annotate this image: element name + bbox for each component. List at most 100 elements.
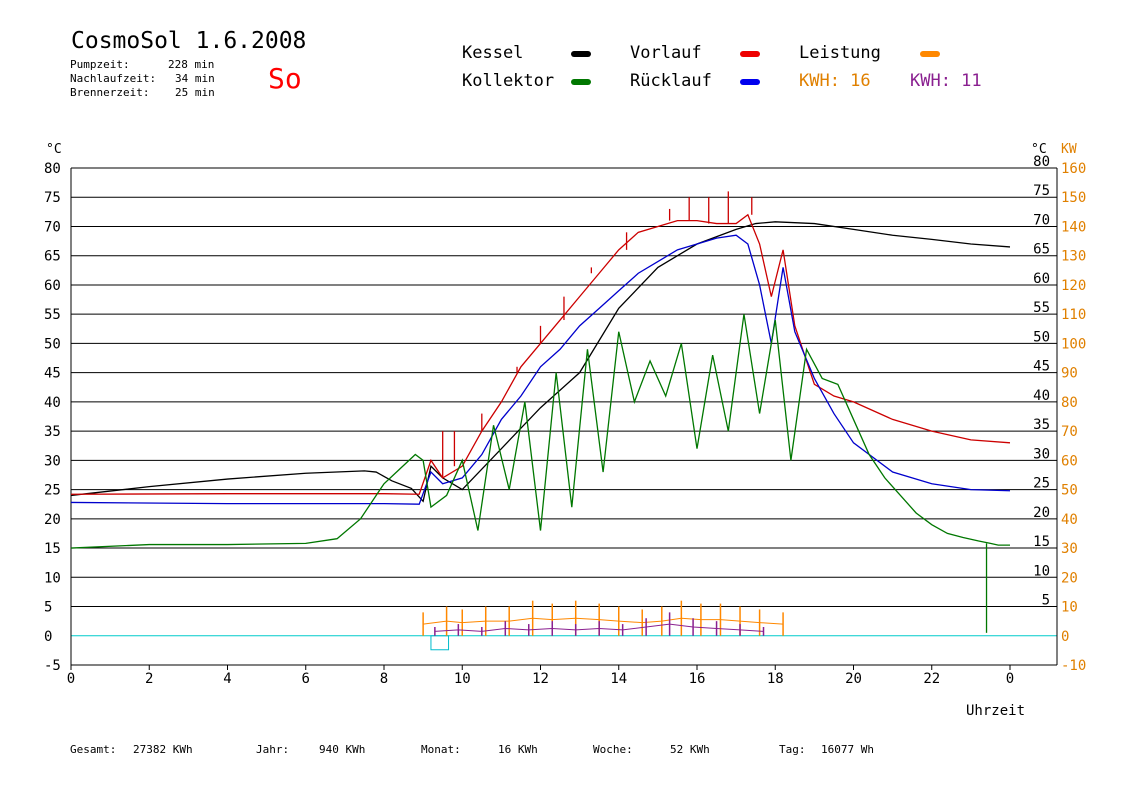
page-title: CosmoSol 1.6.2008 (71, 28, 307, 54)
y-tick-label-right: 60 (1033, 271, 1050, 287)
pumpzeit-value: 228 min (168, 58, 215, 71)
x-tick-label: 22 (923, 671, 940, 687)
pump-indicator (430, 635, 450, 651)
kw-tick-label: 80 (1061, 395, 1078, 411)
footer-woche-value: 52 KWh (670, 743, 710, 756)
legend-ruecklauf-swatch (740, 79, 760, 85)
kw-tick-label: 40 (1061, 512, 1078, 528)
kw-tick-label: 160 (1061, 161, 1086, 177)
y-tick-label-left: 70 (44, 219, 61, 235)
kw-tick-label: 100 (1061, 336, 1086, 352)
footer-monat-value: 16 KWh (498, 743, 538, 756)
kw-tick-label: 150 (1061, 190, 1086, 206)
weekday-label: So (268, 62, 302, 95)
y-tick-label-left: 55 (44, 307, 61, 323)
brennerzeit-label: Brennerzeit: (70, 86, 150, 99)
legend-ruecklauf-label: Rücklauf (630, 71, 712, 91)
x-tick-label: 20 (845, 671, 862, 687)
x-tick-label: 4 (223, 671, 231, 687)
chart-grid (71, 167, 1057, 637)
legend-kollektor-swatch (571, 79, 591, 85)
pumpzeit-label: Pumpzeit: (70, 58, 130, 71)
y-tick-label-left: 65 (44, 249, 61, 265)
chart-axes (70, 168, 1058, 670)
kw-tick-label: 140 (1061, 219, 1086, 235)
x-tick-label: 2 (145, 671, 153, 687)
y-tick-label-right: 70 (1033, 212, 1050, 228)
footer-tag-value: 16077 Wh (821, 743, 874, 756)
series-line (70, 221, 1011, 503)
x-axis-label: Uhrzeit (966, 703, 1025, 719)
legend-kollektor-label: Kollektor (462, 71, 555, 91)
kw-tick-label: 110 (1061, 307, 1086, 323)
footer-gesamt-label: Gesamt: (70, 743, 117, 756)
y-tick-label-left: 30 (44, 453, 61, 469)
legend-kessel-label: Kessel (462, 43, 524, 63)
kw-tick-label: 0 (1061, 629, 1069, 645)
kw-tick-label: 60 (1061, 453, 1078, 469)
y-tick-label-right: 50 (1033, 329, 1050, 345)
legend-vorlauf-label: Vorlauf (630, 43, 702, 63)
footer-tag-label: Tag: (779, 743, 806, 756)
y-tick-label-left: 75 (44, 190, 61, 206)
power-line (423, 617, 784, 625)
y-tick-label-right: 10 (1033, 563, 1050, 579)
series-line (70, 234, 1011, 505)
y-tick-label-left: 15 (44, 541, 61, 557)
y-tick-label-right: 15 (1033, 534, 1050, 550)
legend-leistung-swatch (920, 51, 940, 57)
x-tick-label: 8 (380, 671, 388, 687)
kw-axis-unit: KW (1061, 142, 1077, 157)
footer-jahr-label: Jahr: (256, 743, 290, 756)
y-tick-label-right: 65 (1033, 242, 1050, 258)
y-tick-label-left: 20 (44, 512, 61, 528)
y-tick-label-left: 25 (44, 483, 61, 499)
y-tick-label-right: 80 (1033, 154, 1050, 170)
power-line (434, 623, 764, 632)
y-tick-label-right: 40 (1033, 388, 1050, 404)
brennerzeit-value: 25 min (175, 86, 215, 99)
y-tick-label-right: 20 (1033, 505, 1050, 521)
x-tick-label: 12 (532, 671, 549, 687)
legend-vorlauf-swatch (740, 51, 760, 57)
x-tick-label: 18 (767, 671, 784, 687)
kw-tick-label: 90 (1061, 366, 1078, 382)
kw-tick-label: 10 (1061, 600, 1078, 616)
legend-kessel-swatch (571, 51, 591, 57)
kw-tick-label: -10 (1061, 658, 1086, 674)
y-tick-label-left: 35 (44, 424, 61, 440)
footer-gesamt-value: 27382 KWh (133, 743, 193, 756)
series-line (70, 213, 1011, 495)
legend-kwh-purple: KWH: 11 (910, 71, 982, 91)
x-tick-label: 0 (67, 671, 75, 687)
y-tick-label-left: 10 (44, 570, 61, 586)
kw-tick-label: 120 (1061, 278, 1086, 294)
footer-jahr-value: 940 KWh (319, 743, 366, 756)
legend-kwh-orange: KWH: 16 (799, 71, 871, 91)
x-tick-label: 16 (689, 671, 706, 687)
y-tick-label-right: 55 (1033, 300, 1050, 316)
y-tick-label-left: 80 (44, 161, 61, 177)
kw-tick-label: 20 (1061, 570, 1078, 586)
nachlaufzeit-value: 34 min (175, 72, 215, 85)
y-tick-label-right: 30 (1033, 446, 1050, 462)
y-tick-label-left: 45 (44, 366, 61, 382)
y-axis-unit-left: °C (46, 142, 62, 157)
y-tick-label-left: 5 (44, 600, 52, 616)
y-tick-label-left: 60 (44, 278, 61, 294)
kw-tick-label: 50 (1061, 483, 1078, 499)
chart-tick-labels: -505101520253035404550556065707580510152… (44, 154, 1086, 687)
y-tick-label-left: -5 (44, 658, 61, 674)
y-tick-label-left: 40 (44, 395, 61, 411)
x-tick-label: 10 (454, 671, 471, 687)
legend-leistung-label: Leistung (799, 43, 881, 63)
chart-series (70, 191, 1011, 651)
nachlaufzeit-label: Nachlaufzeit: (70, 72, 157, 85)
y-tick-label-left: 50 (44, 336, 61, 352)
series-line (70, 314, 1010, 549)
y-axis-unit-right: °C (1031, 142, 1047, 157)
kw-tick-label: 30 (1061, 541, 1078, 557)
footer-woche-label: Woche: (593, 743, 633, 756)
x-tick-label: 0 (1006, 671, 1014, 687)
